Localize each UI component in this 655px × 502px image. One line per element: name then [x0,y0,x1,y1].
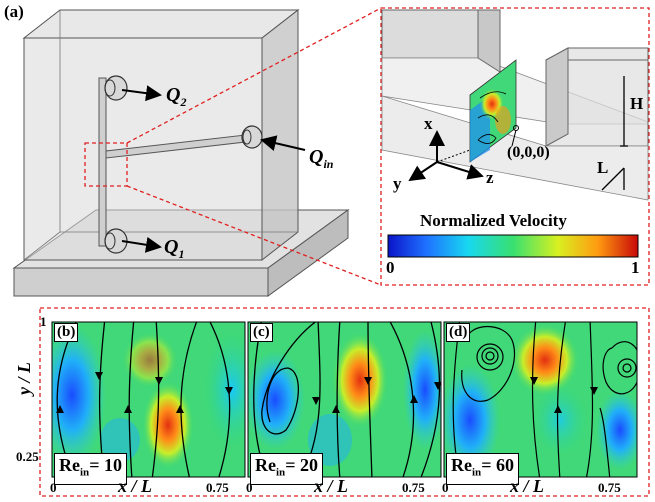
panel-b-re: Rein= 10 [54,453,127,485]
panel-d-field [444,322,637,477]
y-tick-bottom: 0.25 [16,449,39,464]
inset-axis-y: y [393,174,402,193]
label-q2-main: Q [166,84,181,106]
arrow-q2 [121,85,162,102]
colorbar [387,234,639,258]
panel-b-tag: (b) [54,323,79,342]
label-q1-main: Q [164,236,179,258]
panel-c-tag: (c) [250,323,273,342]
panel-c-re: Rein= 20 [250,453,323,485]
x-tick-b-0: 0 [50,480,57,495]
panel-c-re-value: = 20 [285,455,318,475]
port-qin [241,125,263,149]
colorbar-min: 0 [386,258,395,277]
label-qin-main: Q [309,146,324,168]
chip-base-side [267,209,349,297]
x-axis-title-c: x / L [314,476,348,496]
x-axis-title-b: x / L [118,476,152,496]
panel-c-re-label: Re [255,455,276,475]
x-axis-title-d: x / L [510,476,544,496]
panel-c-field [248,322,441,477]
panel-b-field [52,322,245,477]
inset-axis-z: z [486,168,494,187]
vertical-channel [98,77,107,247]
y-tick-top: 1 [40,314,47,329]
arrow-qin [260,135,306,151]
panel-b-re-sub: in [80,466,90,479]
chip-base-front [13,267,269,297]
panel-c-re-sub: in [276,466,286,479]
panel-b-re-label: Re [59,455,80,475]
x-tick-d-1: 0.75 [598,480,621,495]
inset-axis-x: x [424,114,433,133]
panel-d-re: Rein= 60 [446,453,519,485]
zoom-region-box [84,142,128,187]
axis-y-line [408,161,438,182]
chip-slab-top [22,9,300,39]
inset-dim-l: L [597,158,609,177]
panel-d-re-label: Re [451,455,472,475]
x-tick-b-1: 0.75 [206,480,229,495]
zoom-inset [380,7,650,286]
label-q2: Q2 [166,84,186,110]
colorbar-title: Normalized Velocity [420,211,567,230]
x-tick-d-0: 0 [442,480,449,495]
label-q2-sub: 2 [180,95,187,109]
x-tick-c-0: 0 [246,480,253,495]
panel-d-re-sub: in [472,466,482,479]
inset-origin-label: (0,0,0) [507,144,550,161]
chip-device [12,7,382,297]
label-q1: Q1 [164,236,184,262]
colorbar-max: 1 [631,258,640,277]
inset-dim-h: H [630,94,644,113]
panel-a-tag: (a) [4,2,24,21]
chip-slab-side [261,8,299,262]
label-qin-sub: in [323,157,334,171]
panel-d-tag: (d) [446,323,471,342]
panel-d-re-value: = 60 [481,455,514,475]
label-qin: Qin [309,146,333,172]
y-axis-title: y / L [14,362,34,395]
arrow-q1 [121,236,162,253]
port-q2 [104,75,128,101]
axis-z-line [436,161,484,180]
x-tick-c-1: 0.75 [402,480,425,495]
panel-b-re-value: = 10 [89,455,122,475]
label-q1-sub: 1 [178,247,185,261]
bottom-panels-frame [39,307,650,497]
